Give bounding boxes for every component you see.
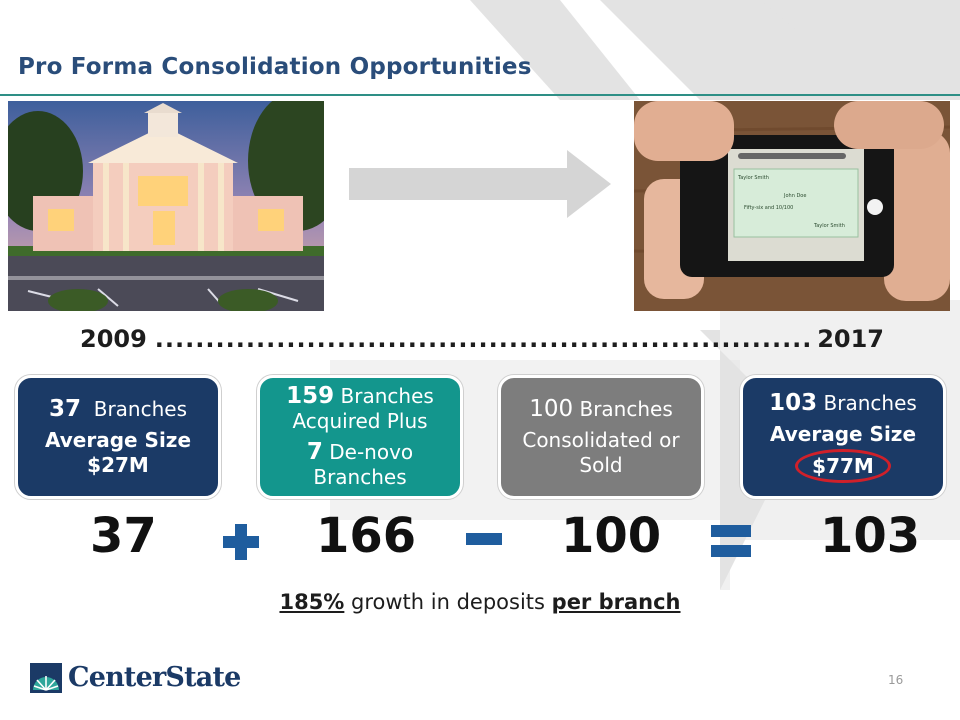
- box3-count: 100: [529, 395, 574, 422]
- centerstate-logo: CenterState: [30, 662, 241, 693]
- box3-line3: Sold: [579, 452, 623, 477]
- branches-acquired-box: 159 Branches Acquired Plus 7 De-novo Bra…: [257, 375, 463, 499]
- box2-count2: 7: [306, 439, 323, 465]
- branch-building-photo: [8, 101, 324, 311]
- box1-sub1: Average Size: [44, 427, 192, 452]
- box3-line2: Consolidated or: [522, 427, 680, 452]
- growth-emphasis: per branch: [551, 590, 681, 614]
- box3-label: Branches: [579, 396, 673, 421]
- minus-icon: [466, 533, 502, 545]
- box3-headline: 100 Branches: [529, 395, 673, 422]
- sunrise-logo-icon: [30, 662, 62, 693]
- equation-result-count: 103: [820, 508, 921, 564]
- box2-line2: Acquired Plus: [292, 409, 428, 433]
- page-title: Pro Forma Consolidation Opportunities: [18, 54, 532, 80]
- box4-average-size-highlight: $77M: [795, 449, 891, 483]
- branches-2017-box: 103 Branches Average Size $77M: [740, 375, 946, 499]
- box4-headline: 103 Branches: [769, 391, 917, 416]
- growth-percent: 185%: [279, 590, 345, 614]
- mobile-deposit-photo: Taylor Smith John Doe Fifty-six and 10/1…: [634, 101, 950, 311]
- box2-label: Branches: [340, 384, 434, 408]
- equation-added-count: 166: [316, 508, 417, 564]
- timeline: 2009 ...................................…: [80, 322, 884, 356]
- deposit-growth-statement: 185% growth in deposits per branch: [0, 590, 960, 614]
- box4-label: Branches: [823, 391, 917, 415]
- equation-start-count: 37: [90, 508, 157, 564]
- plus-icon: [223, 524, 259, 560]
- timeline-dots: ........................................…: [154, 325, 809, 353]
- logo-wordmark: CenterState: [68, 662, 241, 693]
- box2-label2: De-novo: [329, 440, 414, 464]
- svg-text:Fifty-six and 10/100: Fifty-six and 10/100: [744, 205, 793, 211]
- box2-headline: 159 Branches: [286, 384, 434, 409]
- title-divider: [0, 94, 960, 96]
- box4-count: 103: [769, 390, 818, 416]
- box4-sub1: Average Size: [769, 422, 917, 446]
- box1-count: 37: [48, 395, 81, 422]
- box2-denovo: 7 De-novo: [307, 440, 413, 465]
- box1-sub2: $27M: [87, 452, 149, 477]
- svg-text:Taylor Smith: Taylor Smith: [737, 175, 769, 181]
- branches-consolidated-box: 100 Branches Consolidated or Sold: [498, 375, 704, 499]
- timeline-end-year: 2017: [817, 325, 884, 353]
- box2-count: 159: [286, 383, 335, 409]
- equation-removed-count: 100: [561, 508, 662, 564]
- svg-text:Taylor Smith: Taylor Smith: [813, 223, 845, 229]
- page-number: 16: [888, 673, 904, 687]
- box1-headline: 37 Branches: [48, 395, 187, 422]
- growth-text: growth in deposits: [344, 590, 552, 614]
- svg-text:John Doe: John Doe: [783, 193, 806, 199]
- box2-line4: Branches: [313, 465, 407, 489]
- box1-label: Branches: [93, 396, 187, 421]
- equals-icon: [711, 525, 751, 557]
- right-arrow-icon: [349, 150, 611, 218]
- timeline-start-year: 2009: [80, 325, 147, 353]
- branches-2009-box: 37 Branches Average Size $27M: [15, 375, 221, 499]
